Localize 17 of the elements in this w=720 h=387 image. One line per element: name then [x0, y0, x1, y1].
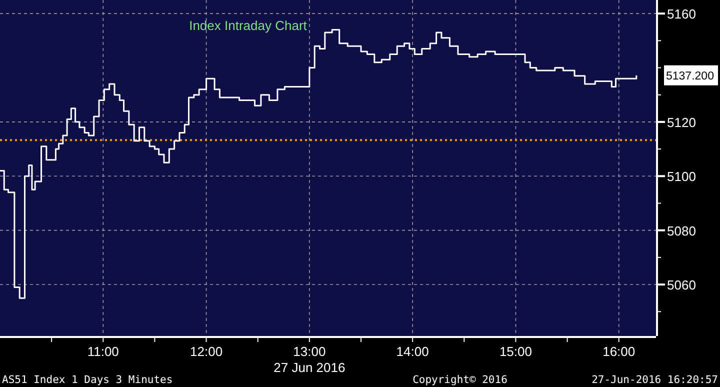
text: 27-Jun-2016 16:20:57	[592, 374, 718, 386]
x-axis-title: 27 Jun 2016	[274, 360, 346, 375]
x-tick-label: 11:00	[87, 344, 119, 359]
text: AS51 Index 1 Days 3 Minutes	[2, 374, 173, 386]
y-tick-label: 5160	[667, 6, 696, 22]
y-tick-label: 5120	[667, 114, 696, 130]
text: Index Intraday Chart	[189, 18, 308, 33]
x-tick-label: 13:00	[293, 344, 326, 359]
x-tick-label: 12:00	[190, 344, 223, 359]
x-tick-label: 15:00	[499, 344, 532, 359]
y-tick-label: 5100	[667, 169, 696, 184]
x-tick-label: 14:00	[396, 344, 429, 359]
text: Copyright© 2016	[412, 374, 508, 386]
y-tick-label: 5060	[667, 278, 696, 293]
y-tick-label: 5080	[667, 223, 696, 238]
text: 5137.200	[666, 70, 714, 82]
x-tick-label: 16:00	[602, 344, 636, 359]
